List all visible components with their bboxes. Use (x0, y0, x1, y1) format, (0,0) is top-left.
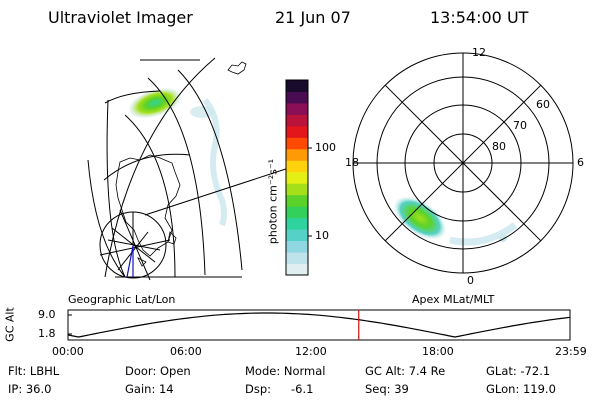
colorbar-label-10: 10 (315, 229, 329, 242)
mlt-label-6: 6 (577, 156, 584, 169)
status-dsp-value: -6.1 (291, 382, 314, 396)
mlt-label-0: 0 (467, 274, 474, 287)
colorbar-swatch (286, 217, 308, 230)
altitude-ytick-label-1_8: 1.8 (38, 327, 56, 340)
colorbar (285, 79, 312, 276)
status-dsp-label: Dsp: (245, 382, 272, 396)
coastline (115, 61, 247, 267)
instrument-title: Ultraviolet Imager (48, 8, 193, 27)
colorbar-swatch (286, 171, 308, 184)
status-gc-alt: GC Alt: 7.4 Re (365, 364, 446, 378)
colorbar-swatch (286, 80, 308, 92)
colorbar-swatch (286, 229, 308, 242)
colorbar-swatch (286, 102, 308, 115)
polar-grid (352, 52, 574, 274)
mlat-label-60: 60 (536, 98, 550, 111)
colorbar-swatch (286, 206, 308, 219)
colorbar-frame (285, 79, 309, 276)
altitude-curve (67, 312, 571, 338)
status-glat: GLat: -72.1 (486, 364, 551, 378)
status-filter: Flt: LBHL (8, 364, 60, 378)
mlat-label-80: 80 (492, 140, 506, 153)
colorbar-swatch (286, 125, 308, 138)
geo-grid (87, 57, 299, 281)
status-seq: Seq: 39 (365, 382, 409, 396)
status-door: Door: Open (125, 364, 191, 378)
xtick-label-1200: 12:00 (295, 345, 327, 358)
colorbar-swatch (286, 263, 308, 276)
xtick-label-0000: 00:00 (52, 345, 84, 358)
xtick-label-1800: 18:00 (422, 345, 454, 358)
status-gain: Gain: 14 (125, 382, 174, 396)
mlat-label-70: 70 (513, 119, 527, 132)
colorbar-swatch (286, 114, 308, 127)
colorbar-swatch (286, 194, 308, 207)
sun-direction-line-2 (126, 245, 134, 278)
status-mode: Mode: Normal (245, 364, 326, 378)
date-label: 21 Jun 07 (275, 8, 351, 27)
mlt-label-18: 18 (345, 156, 359, 169)
polar-image-panel (352, 52, 574, 274)
mlt-label-12: 12 (472, 46, 486, 59)
status-ip: IP: 36.0 (8, 382, 52, 396)
polar-aurora-emission (393, 196, 518, 246)
geo-panel-label: Geographic Lat/Lon (68, 293, 176, 306)
geo-aurora-emission (129, 88, 227, 227)
xtick-label-0600: 06:00 (170, 345, 202, 358)
colorbar-label-100: 100 (315, 141, 336, 154)
time-label: 13:54:00 UT (430, 8, 529, 27)
colorbar-swatch (286, 183, 308, 196)
colorbar-swatch (286, 160, 308, 173)
colorbar-swatch (286, 137, 308, 150)
colorbar-swatch (286, 252, 308, 265)
polar-panel-label: Apex MLat/MLT (412, 293, 495, 306)
colorbar-swatch (286, 240, 308, 253)
altitude-ylabel: GC Alt (3, 307, 17, 342)
altitude-plot-frame (67, 309, 571, 341)
altitude-plot (67, 309, 571, 341)
colorbar-unit-label: photon cm⁻²s⁻¹ (266, 158, 280, 245)
colorbar-swatch (286, 148, 308, 161)
geo-image-panel (87, 57, 299, 281)
xtick-label-2359: 23:59 (555, 345, 587, 358)
colorbar-swatch (286, 91, 308, 104)
status-glon: GLon: 119.0 (486, 382, 556, 396)
altitude-ytick-label-9: 9.0 (38, 308, 56, 321)
